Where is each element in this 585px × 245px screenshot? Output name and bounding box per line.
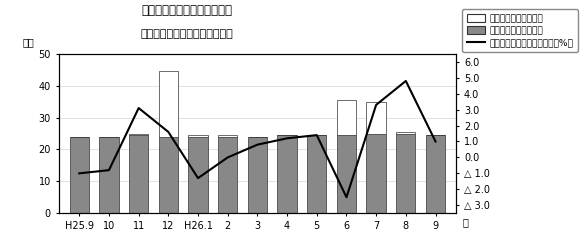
- Bar: [159, 72, 178, 137]
- Text: （規模５人以上　調査産業計）: （規模５人以上 調査産業計）: [141, 29, 233, 39]
- Bar: [188, 137, 208, 213]
- Bar: [277, 135, 297, 213]
- Legend: 特別に支払われた給与, きまって支給する給与, 現金給与総額対前年同月比（%）: 特別に支払われた給与, きまって支給する給与, 現金給与総額対前年同月比（%）: [462, 9, 577, 52]
- Bar: [99, 137, 119, 213]
- Bar: [307, 135, 326, 213]
- Bar: [218, 137, 238, 213]
- Bar: [366, 134, 386, 213]
- Bar: [159, 137, 178, 213]
- Bar: [129, 135, 149, 213]
- Text: 第１図　現金給与総額の推移: 第１図 現金給与総額の推移: [142, 4, 233, 17]
- Text: 月: 月: [462, 217, 468, 227]
- Bar: [129, 134, 149, 135]
- Bar: [248, 137, 267, 213]
- Bar: [426, 135, 445, 213]
- Bar: [366, 102, 386, 134]
- Bar: [396, 132, 415, 134]
- Bar: [337, 135, 356, 213]
- Bar: [188, 135, 208, 137]
- Bar: [218, 135, 238, 137]
- Bar: [396, 134, 415, 213]
- Bar: [70, 137, 89, 213]
- Bar: [337, 100, 356, 135]
- Text: %: %: [496, 37, 505, 48]
- Text: 万円: 万円: [23, 37, 35, 48]
